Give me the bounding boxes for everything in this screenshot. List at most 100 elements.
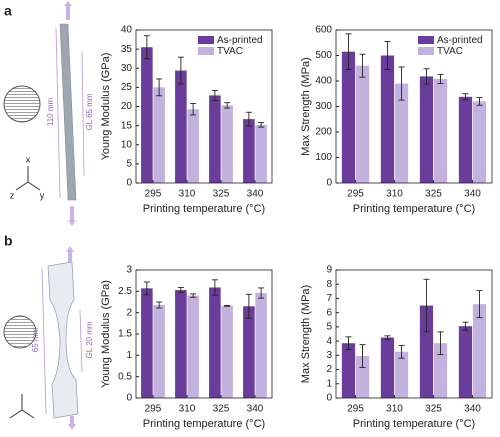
bar [341, 343, 356, 398]
bar [175, 70, 187, 183]
bar [141, 288, 153, 398]
x-tick-label: 325 [425, 404, 442, 415]
error-bar [258, 122, 265, 128]
legend-label: TVAC [217, 46, 243, 57]
error-bar [224, 102, 231, 109]
error-bar [359, 344, 366, 368]
bar [472, 101, 487, 183]
y-tick-label: 0 [326, 178, 332, 189]
error-bar [384, 335, 391, 340]
error-bar [211, 279, 218, 296]
bar [187, 109, 199, 183]
bar [355, 356, 370, 398]
y-tick-label: 7 [326, 293, 332, 304]
bar [341, 51, 356, 183]
y-tick-label: 300 [315, 101, 332, 112]
bar [458, 326, 473, 398]
error-bar [190, 293, 197, 298]
y-tick-label: 3 [126, 265, 132, 276]
legend-swatch [198, 36, 214, 44]
y-tick-label: 200 [315, 127, 332, 138]
x-tick-label: 310 [386, 404, 403, 415]
x-tick-label: 340 [247, 404, 264, 415]
y-tick-label: 40 [121, 25, 133, 36]
plot-frame [335, 29, 493, 184]
error-bar [476, 97, 483, 106]
y-tick-label: 6 [326, 307, 332, 318]
error-bar [245, 111, 252, 127]
bar [209, 95, 221, 183]
x-tick-label: 340 [247, 189, 264, 200]
x-tick-label: 325 [213, 189, 230, 200]
legend-swatch [418, 36, 434, 44]
x-tick-label: 295 [145, 189, 162, 200]
bar [209, 287, 221, 398]
legend-label: As-printed [437, 35, 483, 46]
x-tick-label: 325 [213, 404, 230, 415]
error-bar [423, 68, 430, 85]
bar [255, 124, 267, 183]
error-bar [384, 41, 391, 70]
specimen-b [3, 246, 83, 430]
plot-frame [335, 269, 493, 399]
y-axis-label: Max Strength (MPa) [300, 57, 312, 155]
dimension-label: 65 mm [31, 327, 40, 352]
error-bar [258, 287, 265, 299]
y-tick-label: 2.5 [118, 286, 132, 297]
panel-label: a [4, 3, 12, 19]
y-axis-label: Max Strength (MPa) [300, 285, 312, 383]
panel-label: b [4, 233, 13, 249]
bar [153, 304, 165, 398]
y-tick-label: 1.5 [118, 329, 132, 340]
legend-label: As-printed [217, 35, 263, 46]
y-tick-label: 500 [315, 50, 332, 61]
bar [380, 337, 395, 398]
y-tick-label: 1 [326, 378, 332, 389]
y-tick-label: 4 [326, 336, 332, 347]
bar [153, 87, 165, 183]
dimension-label: GL 65 mm [85, 93, 94, 130]
y-tick-label: 15 [121, 120, 133, 131]
x-axis-label: Printing temperature (°C) [143, 418, 265, 430]
bar [419, 76, 434, 183]
y-tick-label: 0 [126, 393, 132, 404]
x-tick-label: 340 [464, 404, 481, 415]
bar [419, 305, 434, 398]
x-axis-label: Printing temperature (°C) [353, 203, 475, 215]
y-tick-label: 400 [315, 76, 332, 87]
y-tick-label: 2 [126, 307, 132, 318]
error-bar [224, 304, 231, 307]
error-bar [462, 321, 469, 331]
error-bar [359, 53, 366, 78]
y-tick-label: 35 [121, 44, 133, 55]
dimension-label: GL 20 mm [85, 321, 94, 358]
error-bar [398, 66, 405, 101]
error-bar [177, 56, 184, 85]
bar [141, 47, 153, 184]
y-tick-label: 0.5 [118, 371, 132, 382]
bar [175, 290, 187, 398]
bar [243, 119, 255, 183]
y-tick-label: 25 [121, 82, 133, 93]
bar [433, 343, 448, 398]
y-tick-label: 0 [326, 393, 332, 404]
y-tick-label: 3 [326, 350, 332, 361]
bar [394, 83, 409, 183]
plot-frame [135, 29, 273, 184]
error-bar [437, 73, 444, 85]
axis-name: y [40, 190, 45, 200]
bar [221, 305, 233, 398]
y-tick-label: 9 [326, 265, 332, 276]
bar [433, 78, 448, 183]
error-bar [437, 331, 444, 356]
bar [394, 351, 409, 398]
dimension-label: 110 mm [46, 98, 55, 127]
y-tick-label: 600 [315, 25, 332, 36]
y-axis-label: Young Modulus (GPa) [100, 53, 112, 161]
error-bar [143, 35, 150, 60]
bar [243, 306, 255, 398]
error-bar [462, 93, 469, 101]
bar [187, 295, 199, 398]
y-axis-label: Young Modulus (GPa) [100, 280, 112, 388]
